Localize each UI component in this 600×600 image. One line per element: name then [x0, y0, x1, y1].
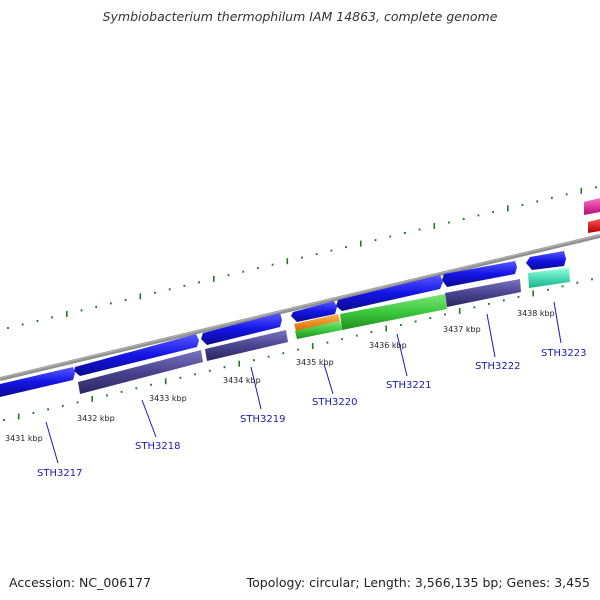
gene-label-sth3217[interactable]: STH3217: [37, 468, 82, 479]
gene-label-sth3220[interactable]: STH3220: [312, 397, 357, 408]
reverse-feature-2[interactable]: [205, 330, 288, 361]
accession-text: Accession: NC_006177: [9, 575, 152, 590]
kbp-label: 3431 kbp: [5, 434, 43, 443]
gene-label-sth3221[interactable]: STH3221: [386, 380, 431, 391]
genome-backbone: [0, 234, 600, 381]
kbp-label: 3436 kbp: [369, 341, 407, 350]
cds-feature-sth3221[interactable]: [336, 275, 443, 311]
genome-summary-text: Topology: circular; Length: 3,566,135 bp…: [246, 575, 590, 590]
cds-feature-sth3220-blue[interactable]: [291, 301, 337, 322]
orange-feature[interactable]: [294, 314, 340, 331]
gene-label-sth3219[interactable]: STH3219: [240, 414, 285, 425]
genome-title: Symbiobacterium thermophilum IAM 14863, …: [102, 9, 498, 24]
kbp-label: 3432 kbp: [77, 414, 115, 423]
green-feature-a[interactable]: [295, 321, 342, 339]
cds-feature-sth3219[interactable]: [201, 313, 282, 345]
gene-leader-lines: [45, 301, 562, 464]
cds-feature-sth3218[interactable]: [74, 334, 199, 376]
cds-feature-sth3217[interactable]: [0, 367, 75, 397]
red-feature[interactable]: [588, 219, 600, 233]
forward-strand-features: [0, 251, 566, 397]
green-feature-b[interactable]: [340, 294, 447, 330]
kbp-label: 3435 kbp: [296, 358, 334, 367]
reverse-feature-3[interactable]: [445, 279, 521, 307]
kbp-label: 3437 kbp: [443, 325, 481, 334]
cds-feature-sth3223-blue[interactable]: [526, 251, 566, 270]
magenta-feature[interactable]: [584, 198, 600, 215]
gene-labels: STH3217 STH3218 STH3219 STH3220 STH3221 …: [37, 348, 586, 479]
kbp-label: 3434 kbp: [223, 376, 261, 385]
cyan-feature[interactable]: [528, 268, 570, 288]
gene-label-sth3222[interactable]: STH3222: [475, 361, 520, 372]
cds-feature-sth3222[interactable]: [442, 261, 517, 287]
reverse-strand-features: [78, 268, 570, 394]
upper-tick-row: [7, 186, 597, 329]
kbp-label: 3433 kbp: [149, 394, 187, 403]
reverse-feature-1[interactable]: [78, 350, 203, 394]
gene-label-sth3218[interactable]: STH3218: [135, 441, 180, 452]
lower-tick-row: [3, 278, 593, 421]
kbp-label: 3438 kbp: [517, 309, 555, 318]
gene-label-sth3223[interactable]: STH3223: [541, 348, 586, 359]
kbp-labels: 3431 kbp 3432 kbp 3433 kbp 3434 kbp 3435…: [5, 309, 555, 443]
